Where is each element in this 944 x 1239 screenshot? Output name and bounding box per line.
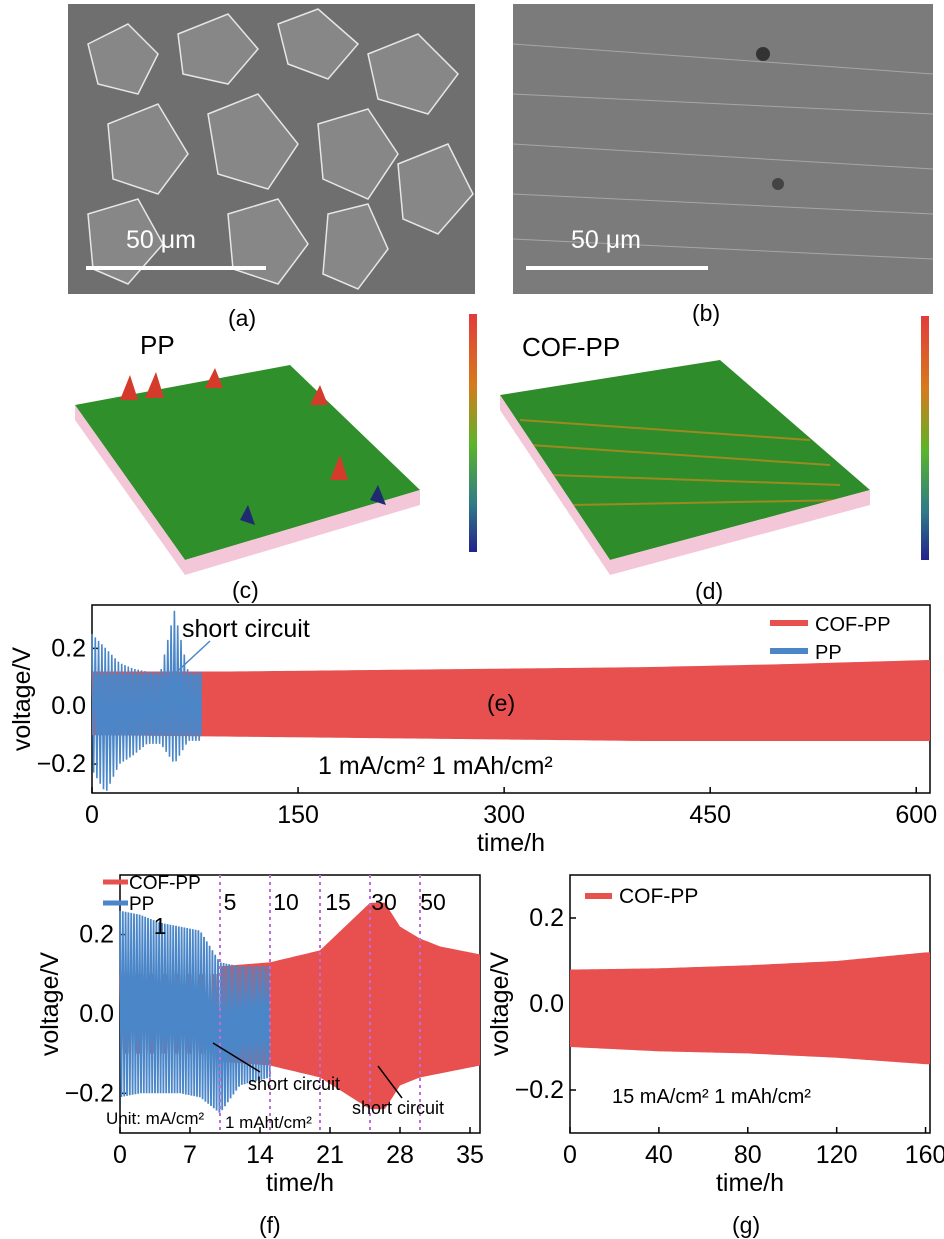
rate-label-f-5: 50: [420, 889, 446, 915]
colorbar-d: [921, 316, 929, 560]
x-tick-label-f-0: 0: [113, 1141, 127, 1169]
x-tick-label-g-0: 0: [563, 1141, 577, 1169]
colorbar-c: [469, 314, 477, 552]
scale-bar-label-b: 50 μm: [571, 226, 641, 254]
annotation-capacity-f: 1 mAht/cm²: [225, 1113, 312, 1132]
rate-label-f-3: 15: [325, 889, 351, 915]
x-tick-label-e-4: 600: [895, 801, 937, 829]
caption-g: (g): [732, 1212, 761, 1238]
series-pp-e-band: [96, 674, 202, 736]
scale-bar-b: [526, 266, 708, 270]
x-tick-label-f-2: 14: [246, 1141, 274, 1169]
annotation-short-circuit-e: short circuit: [182, 615, 310, 643]
annotation-arrow-e: [167, 640, 211, 681]
y-tick-label-f-0: −0.2: [65, 1079, 114, 1107]
y-tick-label-e-0: −0.2: [37, 750, 86, 778]
rate-label-f-4: 30: [371, 889, 397, 915]
x-axis-label-e: time/h: [477, 829, 545, 857]
x-tick-label-g-4: 160: [905, 1141, 944, 1169]
surface-title-c: PP: [140, 330, 175, 360]
y-axis-label-g: voltage/V: [486, 952, 514, 1057]
y-axis-label-f: voltage/V: [36, 952, 64, 1057]
caption-e: (e): [487, 690, 516, 716]
legend-label-pp-e: PP: [815, 642, 842, 664]
y-axis-label-e: voltage/V: [8, 647, 36, 752]
surface-title-d: COF-PP: [522, 332, 621, 362]
x-tick-label-g-1: 40: [645, 1141, 673, 1169]
caption-f: (f): [259, 1212, 281, 1238]
y-tick-label-g-0: −0.2: [515, 1076, 564, 1104]
sem-texture-a: [68, 4, 475, 294]
x-tick-label-e-0: 0: [85, 801, 99, 829]
rate-label-f-0: 1: [154, 913, 167, 939]
caption-d: (d): [695, 578, 724, 604]
annotation-short-circuit-1-f: short circuit: [248, 1074, 340, 1094]
x-tick-label-g-2: 80: [734, 1141, 762, 1169]
rate-label-f-1: 5: [224, 889, 237, 915]
scale-bar-a: [86, 266, 266, 270]
surface-plot-c: [75, 365, 420, 575]
x-tick-label-e-3: 450: [689, 801, 731, 829]
y-tick-label-f-2: 0.2: [79, 921, 114, 949]
x-axis-label-f: time/h: [266, 1169, 334, 1197]
y-tick-label-g-1: 0.0: [529, 990, 564, 1018]
caption-a: (a): [228, 305, 257, 331]
series-pp-e: [91, 610, 202, 791]
y-tick-label-g-2: 0.2: [529, 904, 564, 932]
sem-image-b: 50 μm: [513, 4, 933, 294]
y-tick-label-e-2: 0.2: [51, 634, 86, 662]
caption-b: (b): [692, 300, 721, 326]
legend-label-pp-f: PP: [129, 894, 154, 915]
surface-plot-d: [500, 360, 870, 575]
scale-bar-label-a: 50 μm: [126, 226, 196, 254]
caption-c: (c): [232, 577, 259, 603]
rate-label-f-2: 10: [273, 889, 299, 915]
annotation-unit-f: Unit: mA/cm²: [106, 1109, 205, 1128]
legend-label-cof-pp-e: COF-PP: [815, 614, 891, 636]
sem-image-a: 50 μm: [68, 4, 475, 294]
y-tick-label-e-1: 0.0: [51, 692, 86, 720]
x-tick-label-f-1: 7: [183, 1141, 197, 1169]
series-pp-f: [119, 910, 271, 1113]
annotation-arrow-1-f: [212, 1042, 261, 1073]
annotation-condition-g: 15 mA/cm² 1 mAh/cm²: [612, 1086, 811, 1108]
series-cof-pp-e: [92, 659, 930, 741]
annotation-arrow-2-f: [377, 1065, 403, 1099]
annotation-condition-e: 1 mA/cm² 1 mAh/cm²: [318, 752, 553, 780]
x-tick-label-e-2: 300: [483, 801, 525, 829]
x-tick-label-e-1: 150: [277, 801, 319, 829]
annotation-short-circuit-2-f: short circuit: [352, 1098, 444, 1118]
series-cof-pp-g: [570, 952, 930, 1065]
legend-label-cof-pp-f: COF-PP: [129, 873, 201, 894]
x-tick-label-f-4: 28: [386, 1141, 414, 1169]
legend-label-cof-pp-g: COF-PP: [619, 885, 698, 908]
x-tick-label-g-3: 120: [816, 1141, 858, 1169]
x-tick-label-f-5: 35: [456, 1141, 484, 1169]
y-tick-label-f-1: 0.0: [79, 1000, 114, 1028]
series-cof-pp-f: [220, 902, 480, 1110]
sem-texture-b: [513, 4, 933, 294]
x-tick-label-f-3: 21: [316, 1141, 344, 1169]
x-axis-label-g: time/h: [716, 1169, 784, 1197]
